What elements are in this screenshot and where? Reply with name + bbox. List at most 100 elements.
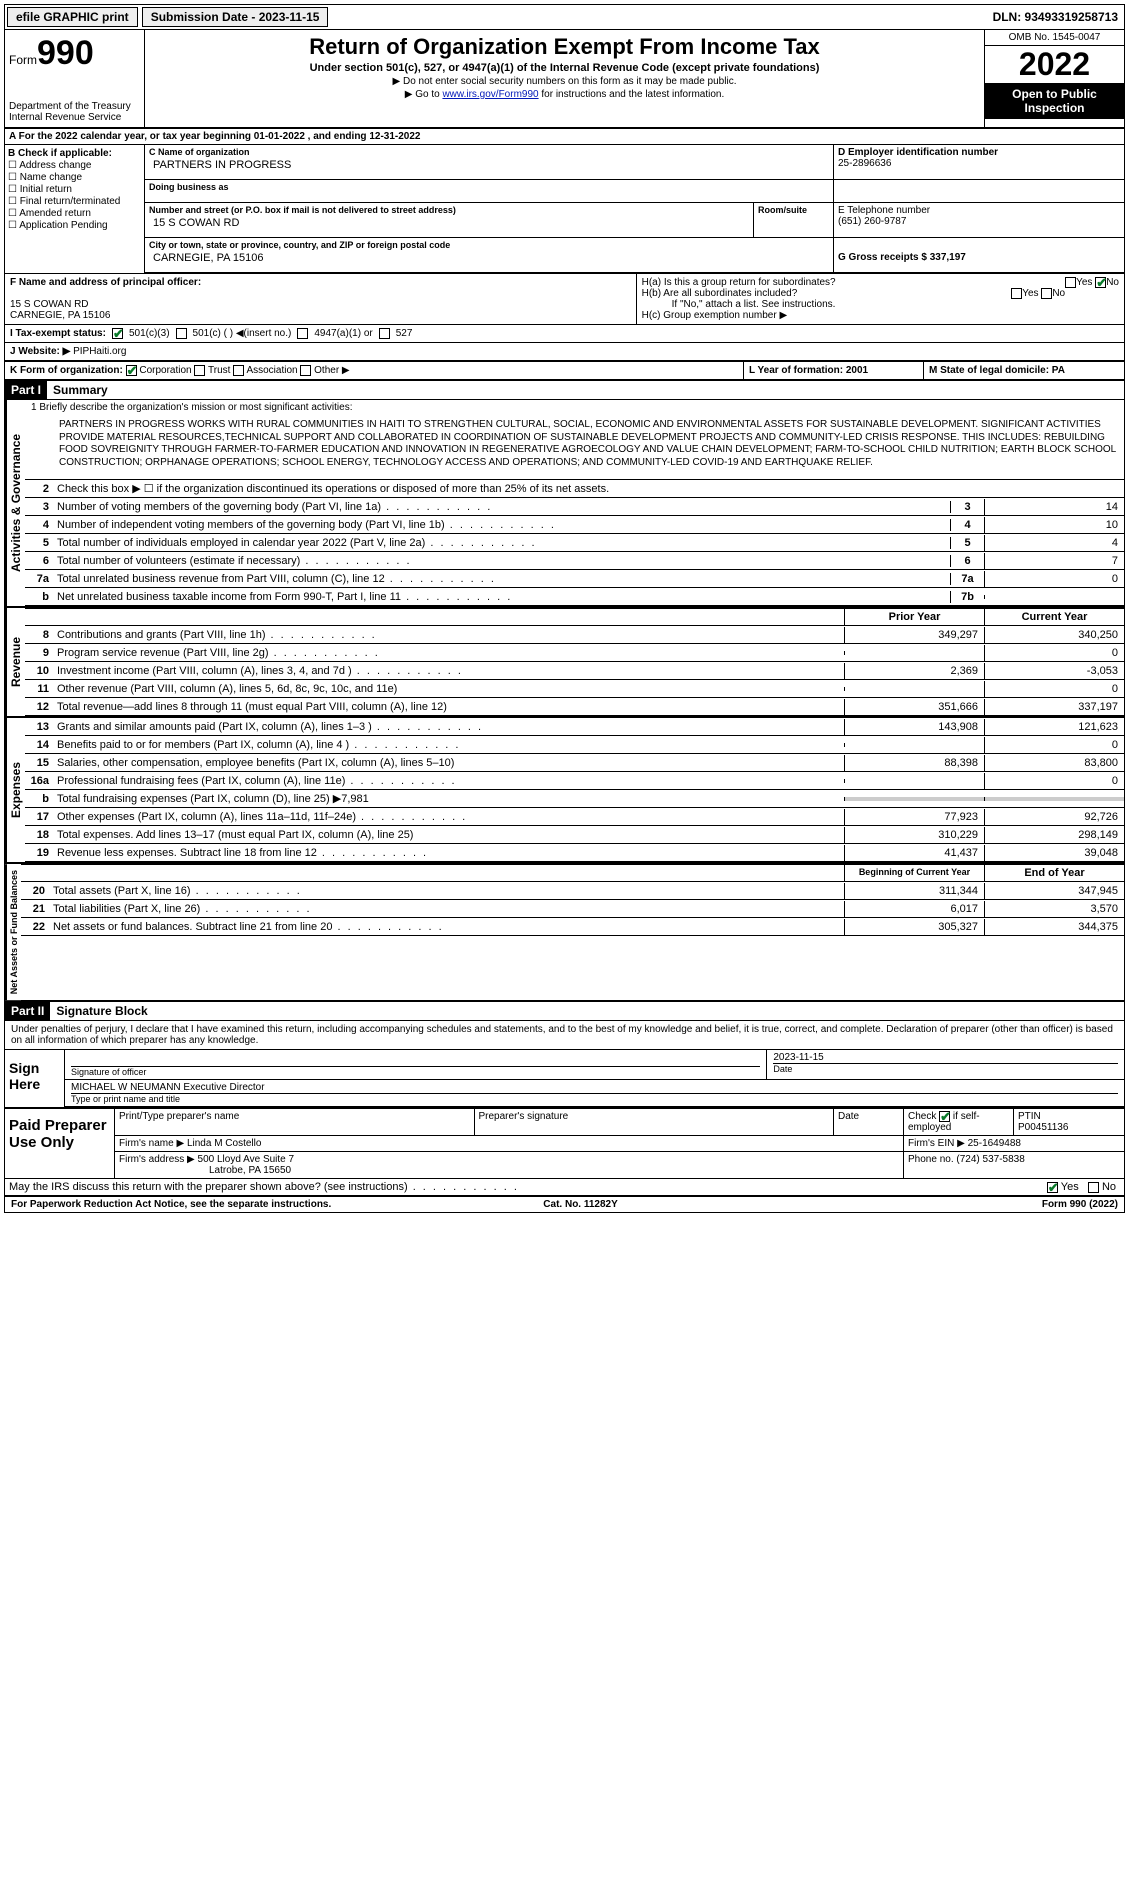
chk-final-return[interactable]: ☐ Final return/terminated (8, 196, 141, 207)
row-a: A For the 2022 calendar year, or tax yea… (5, 129, 1124, 145)
footer-left: For Paperwork Reduction Act Notice, see … (11, 1199, 331, 1210)
officer-addr1: 15 S COWAN RD (10, 299, 89, 310)
officer-name: MICHAEL W NEUMANN Executive Director (71, 1082, 1118, 1093)
box-k-label: K Form of organization: (10, 365, 123, 376)
dba-label: Doing business as (149, 182, 829, 192)
rev-col-header: Prior YearCurrent Year (25, 608, 1124, 626)
hb-yes[interactable] (1011, 288, 1022, 299)
chk-app-pending[interactable]: ☐ Application Pending (8, 220, 141, 231)
chk-527[interactable] (379, 328, 390, 339)
preparer-block: Paid Preparer Use Only Print/Type prepar… (5, 1108, 1124, 1178)
vtab-revenue: Revenue (5, 608, 25, 716)
box-hb: H(b) Are all subordinates included? (642, 288, 798, 299)
part1-title: Summary (47, 381, 114, 399)
vtab-netassets: Net Assets or Fund Balances (5, 864, 21, 1000)
org-name: PARTNERS IN PROGRESS (149, 157, 829, 177)
line-17: 17Other expenses (Part IX, column (A), l… (25, 808, 1124, 826)
phone-label: E Telephone number (838, 205, 1120, 216)
row-f-h: F Name and address of principal officer:… (5, 274, 1124, 325)
signature-block: Under penalties of perjury, I declare th… (5, 1021, 1124, 1108)
row-i-status: I Tax-exempt status: 501(c)(3) 501(c) ( … (5, 325, 1124, 343)
line-7b: bNet unrelated business taxable income f… (25, 588, 1124, 606)
street-value: 15 S COWAN RD (149, 215, 749, 235)
org-name-label: C Name of organization (149, 147, 829, 157)
box-c-d-e: C Name of organization PARTNERS IN PROGR… (145, 145, 1124, 273)
firm-addr2: Latrobe, PA 15650 (119, 1165, 291, 1176)
chk-name-change[interactable]: ☐ Name change (8, 172, 141, 183)
page-footer: For Paperwork Reduction Act Notice, see … (5, 1197, 1124, 1212)
form-title: Return of Organization Exempt From Incom… (149, 34, 980, 60)
part2-badge: Part II (5, 1002, 50, 1020)
line-10: 10Investment income (Part VIII, column (… (25, 662, 1124, 680)
ein-label: D Employer identification number (838, 147, 998, 158)
line-4: 4Number of independent voting members of… (25, 516, 1124, 534)
officer-name-label: Type or print name and title (71, 1093, 1118, 1104)
line-7a: 7aTotal unrelated business revenue from … (25, 570, 1124, 588)
line-14: 14Benefits paid to or for members (Part … (25, 736, 1124, 754)
box-l: L Year of formation: 2001 (749, 365, 868, 376)
gross-receipts: G Gross receipts $ 337,197 (838, 252, 966, 263)
discuss-row: May the IRS discuss this return with the… (5, 1178, 1124, 1197)
tax-year: 2022 (985, 46, 1124, 83)
firm-ein: 25-1649488 (968, 1138, 1021, 1149)
open-inspection: Open to Public Inspection (985, 83, 1124, 119)
revenue-block: Revenue Prior YearCurrent Year 8Contribu… (5, 608, 1124, 718)
hb-no[interactable] (1041, 288, 1052, 299)
vtab-governance: Activities & Governance (5, 400, 25, 606)
submission-date: Submission Date - 2023-11-15 (142, 7, 329, 27)
form-number: 990 (37, 34, 94, 72)
omb-number: OMB No. 1545-0047 (985, 30, 1124, 46)
prep-date-hdr: Date (834, 1109, 904, 1135)
header-center: Return of Organization Exempt From Incom… (145, 30, 984, 127)
ha-yes[interactable] (1065, 277, 1076, 288)
line-19: 19Revenue less expenses. Subtract line 1… (25, 844, 1124, 862)
line-11: 11Other revenue (Part VIII, column (A), … (25, 680, 1124, 698)
room-label: Room/suite (758, 205, 829, 215)
chk-self-employed[interactable] (939, 1111, 950, 1122)
discuss-no[interactable] (1088, 1182, 1099, 1193)
chk-4947[interactable] (297, 328, 308, 339)
penalty-text: Under penalties of perjury, I declare th… (5, 1021, 1124, 1049)
ein-value: 25-2896636 (838, 158, 1120, 169)
box-ha: H(a) Is this a group return for subordin… (642, 277, 836, 288)
footer-right: Form 990 (2022) (1042, 1199, 1118, 1210)
row-k: K Form of organization: Corporation Trus… (5, 362, 1124, 381)
chk-501c[interactable] (176, 328, 187, 339)
chk-assoc[interactable] (233, 365, 244, 376)
sig-date: 2023-11-15 (773, 1052, 1118, 1063)
box-b-title: B Check if applicable: (8, 148, 112, 159)
preparer-label: Paid Preparer Use Only (5, 1109, 115, 1178)
chk-amended[interactable]: ☐ Amended return (8, 208, 141, 219)
discuss-yes[interactable] (1047, 1182, 1058, 1193)
chk-address-change[interactable]: ☐ Address change (8, 160, 141, 171)
chk-501c3[interactable] (112, 328, 123, 339)
sig-officer-label: Signature of officer (71, 1066, 760, 1077)
ptin-value: P00451136 (1018, 1122, 1068, 1133)
irs-link[interactable]: www.irs.gov/Form990 (442, 89, 538, 100)
expenses-block: Expenses 13Grants and similar amounts pa… (5, 718, 1124, 864)
line-18: 18Total expenses. Add lines 13–17 (must … (25, 826, 1124, 844)
row-j-k-l-m: J Website: ▶ PIPHaiti.org (5, 343, 1124, 362)
tax-status-label: I Tax-exempt status: (10, 328, 106, 339)
part2-title: Signature Block (50, 1002, 153, 1020)
chk-trust[interactable] (194, 365, 205, 376)
efile-print-button[interactable]: efile GRAPHIC print (7, 7, 138, 27)
vtab-expenses: Expenses (5, 718, 25, 862)
governance-block: Activities & Governance 1 Briefly descri… (5, 400, 1124, 608)
mission-text: PARTNERS IN PROGRESS WORKS WITH RURAL CO… (25, 415, 1124, 480)
phone-value: (651) 260-9787 (838, 216, 1120, 227)
form-990-page: efile GRAPHIC print Submission Date - 20… (4, 4, 1125, 1213)
firm-addr1: 500 Lloyd Ave Suite 7 (198, 1154, 295, 1165)
part1-badge: Part I (5, 381, 47, 399)
chk-other[interactable] (300, 365, 311, 376)
chk-initial-return[interactable]: ☐ Initial return (8, 184, 141, 195)
officer-addr2: CARNEGIE, PA 15106 (10, 310, 110, 321)
line-22: 22Net assets or fund balances. Subtract … (21, 918, 1124, 936)
box-b: B Check if applicable: ☐ Address change … (5, 145, 145, 273)
ha-no[interactable] (1095, 277, 1106, 288)
part1-header: Part I Summary (5, 381, 1124, 400)
line-15: 15Salaries, other compensation, employee… (25, 754, 1124, 772)
chk-corp[interactable] (126, 365, 137, 376)
firm-name: Linda M Costello (187, 1138, 261, 1149)
ssn-note: ▶ Do not enter social security numbers o… (149, 76, 980, 87)
